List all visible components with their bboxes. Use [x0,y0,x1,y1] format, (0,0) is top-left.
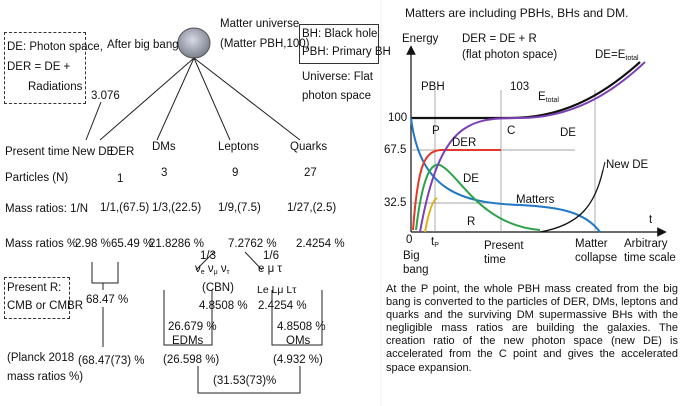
value-103: 103 [510,81,530,93]
edms-label: EDMs [172,335,204,347]
matter-universe-line2: (Matter PBH,100) [220,38,310,50]
legend-pbh: PBH: Primary BH [302,46,391,58]
present-r-line1: Present R: [7,282,62,294]
lepton-numbers: Le Lμ Lτ [257,284,297,296]
particles-leptons: 9 [232,167,239,179]
universe-flat-line1: Universe: Flat [302,71,373,83]
value-48508b: 4.8508 % [277,321,326,333]
particles-der: 1 [117,173,124,185]
col-leptons: Leptons [218,141,259,153]
new-de-curve [539,169,604,233]
graph-title: Matters are including PBHs, BHs and DM. [405,6,629,20]
big-bang-line1: Big [403,250,420,262]
matters-label: Matters [516,194,555,206]
explanation-paragraph: At the P point, the whole PBH mass creat… [386,283,678,374]
pbh-label: PBH [421,81,445,93]
universe-flat-line2: photon space [302,90,372,102]
de-label-2: DE [463,173,479,185]
after-big-bang-label: After big bang [107,39,179,51]
new-de-pointer [602,161,606,171]
planck-3153: (31.53(73)% [213,375,277,387]
origin-zero: 0 [406,234,413,246]
value-48508a: 4.8508 % [199,300,248,312]
big-bang-line2: bang [403,264,429,276]
value-26679: 26.679 % [168,321,217,333]
present-r-box [4,277,70,319]
ratio-1n-der: 1/1,(67.5) [100,202,150,214]
der-curve [412,149,501,231]
point-c: C [507,125,516,137]
col-dms: DMs [152,141,176,153]
value-3076: 3.076 [91,90,120,102]
y-tick-32-5: 32.5 [384,197,407,209]
col-new-de: New DE [72,146,115,158]
der-label: DER [452,137,477,149]
lepton-symbols: e μ τ [258,263,282,275]
r-curve [415,163,541,231]
fraction-sixth: 1/6 [263,250,279,262]
fraction-third: 1/3 [200,250,216,262]
photon-box-line3: Radiations [28,81,83,93]
t-axis-label: t [649,214,653,226]
pct-new-de: 2.98 % [75,238,111,250]
etotal-label: Etotal [538,91,559,104]
y-tick-100: 100 [388,112,408,124]
particles-dms: 3 [161,167,168,179]
pct-quarks: 2.4254 % [296,238,345,250]
photon-box-line1: DE: Photon space, [7,41,103,53]
de-etotal-label: DE=Etotal [595,49,639,62]
present-r-line2: CMB or CMBR [7,300,84,312]
der-eq-line1: DER = DE + R [462,33,537,45]
sum-68-47: 68.47 % [86,294,129,306]
de-label-1: DE [560,127,576,139]
point-p: P [432,125,440,137]
ratio-1n-quarks: 1/27,(2.5) [287,202,337,214]
tp-label: tP [431,236,439,249]
row-particles: Particles (N) [5,172,69,184]
neutrinos: νe νμ ντ [195,263,230,276]
present-time-line1: Present [484,240,524,252]
r-label: R [467,216,476,228]
value-24254: 2.4254 % [258,300,307,312]
col-der: DER [110,146,135,158]
planck-line2: mass ratios %) [7,371,84,383]
energy-label: Energy [402,33,439,45]
row-mass-ratios-pct: Mass ratios % [5,238,78,250]
de-curve [419,61,646,233]
tp-curve [424,197,438,233]
row-mass-ratios-1n: Mass ratios: 1/N [5,203,89,215]
oms-label: OMs [286,335,311,347]
planck-4932: (4.932 %) [273,354,323,366]
pct-der: 65.49 % [111,238,154,250]
matter-universe-line1: Matter universe [220,18,300,30]
photon-space-box [4,32,86,104]
col-quarks: Quarks [290,141,328,153]
present-time-line2: time [484,254,506,266]
cbn-label: (CBN) [202,282,234,294]
der-eq-line2: (flat photon space) [462,49,558,61]
planck-line1: (Planck 2018 [7,352,75,364]
planck-26598: (26.598 %) [163,354,220,366]
arbitrary-line2: time scale [624,252,676,264]
arbitrary-line1: Arbitrary [624,238,668,250]
pct-leptons: 7.2762 % [228,238,277,250]
y-tick-67-5: 67.5 [384,144,407,156]
matter-collapse-line1: Matter [575,238,608,250]
legend-box [299,24,379,64]
ratio-1n-leptons: 1/9,(7.5) [218,202,261,214]
planck-6847: (68.47(73) % [78,355,145,367]
ratio-1n-dms: 1/3,(22.5) [152,202,202,214]
new-de-label: New DE [606,159,649,171]
matter-collapse-line2: collapse [575,252,618,264]
particles-quarks: 27 [304,167,317,179]
row-present-time: Present time [5,146,70,158]
pct-dms: 21.8286 % [149,238,204,250]
photon-box-line2: DER = DE + [7,61,71,73]
legend-bh: BH: Black hole [302,28,378,40]
